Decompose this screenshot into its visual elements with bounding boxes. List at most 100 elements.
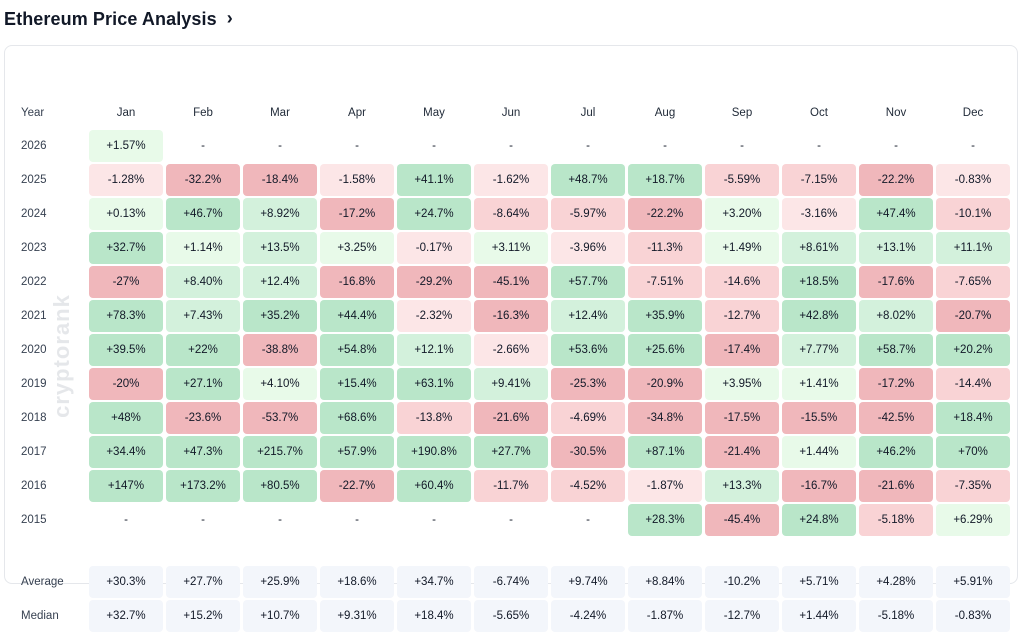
return-cell[interactable]: -1.62% (474, 164, 548, 196)
return-cell[interactable]: -1.58% (320, 164, 394, 196)
return-cell[interactable]: +13.5% (243, 232, 317, 264)
return-cell[interactable]: - (278, 514, 282, 526)
return-cell[interactable]: +3.11% (474, 232, 548, 264)
return-cell[interactable]: -30.5% (551, 436, 625, 468)
return-cell[interactable]: -4.69% (551, 402, 625, 434)
return-cell[interactable]: +11.1% (936, 232, 1010, 264)
return-cell[interactable]: -1.87% (628, 470, 702, 502)
return-cell[interactable]: -7.51% (628, 266, 702, 298)
return-cell[interactable]: +13.3% (705, 470, 779, 502)
return-cell[interactable]: -29.2% (397, 266, 471, 298)
return-cell[interactable]: +27.7% (474, 436, 548, 468)
return-cell[interactable]: +28.3% (628, 504, 702, 536)
return-cell[interactable]: -11.7% (474, 470, 548, 502)
return-cell[interactable]: -12.7% (705, 300, 779, 332)
return-cell[interactable]: +3.25% (320, 232, 394, 264)
return-cell[interactable]: +215.7% (243, 436, 317, 468)
return-cell[interactable]: +6.29% (936, 504, 1010, 536)
return-cell[interactable]: - (894, 140, 898, 152)
return-cell[interactable]: +57.9% (320, 436, 394, 468)
return-cell[interactable]: +47.3% (166, 436, 240, 468)
return-cell[interactable]: - (432, 140, 436, 152)
return-cell[interactable]: - (586, 514, 590, 526)
return-cell[interactable]: +41.1% (397, 164, 471, 196)
return-cell[interactable]: +24.8% (782, 504, 856, 536)
return-cell[interactable]: - (201, 514, 205, 526)
return-cell[interactable]: -0.17% (397, 232, 471, 264)
return-cell[interactable]: - (432, 514, 436, 526)
return-cell[interactable]: +12.1% (397, 334, 471, 366)
return-cell[interactable]: +24.7% (397, 198, 471, 230)
return-cell[interactable]: -17.6% (859, 266, 933, 298)
return-cell[interactable]: +34.4% (89, 436, 163, 468)
return-cell[interactable]: +8.02% (859, 300, 933, 332)
return-cell[interactable]: -25.3% (551, 368, 625, 400)
return-cell[interactable]: -5.59% (705, 164, 779, 196)
return-cell[interactable]: -20.7% (936, 300, 1010, 332)
return-cell[interactable]: +3.95% (705, 368, 779, 400)
return-cell[interactable]: -21.6% (859, 470, 933, 502)
return-cell[interactable]: +7.43% (166, 300, 240, 332)
return-cell[interactable]: -34.8% (628, 402, 702, 434)
return-cell[interactable]: +147% (89, 470, 163, 502)
return-cell[interactable]: +54.8% (320, 334, 394, 366)
return-cell[interactable]: +47.4% (859, 198, 933, 230)
return-cell[interactable]: -22.2% (859, 164, 933, 196)
return-cell[interactable]: -2.32% (397, 300, 471, 332)
page-header[interactable]: Ethereum Price Analysis › (4, 6, 233, 32)
return-cell[interactable]: +70% (936, 436, 1010, 468)
return-cell[interactable]: -10.1% (936, 198, 1010, 230)
return-cell[interactable]: +87.1% (628, 436, 702, 468)
return-cell[interactable]: - (124, 514, 128, 526)
return-cell[interactable]: +22% (166, 334, 240, 366)
return-cell[interactable]: -7.15% (782, 164, 856, 196)
return-cell[interactable]: -17.5% (705, 402, 779, 434)
return-cell[interactable]: -27% (89, 266, 163, 298)
return-cell[interactable]: +25.6% (628, 334, 702, 366)
return-cell[interactable]: -20.9% (628, 368, 702, 400)
return-cell[interactable]: +60.4% (397, 470, 471, 502)
return-cell[interactable]: +53.6% (551, 334, 625, 366)
return-cell[interactable]: -14.6% (705, 266, 779, 298)
return-cell[interactable]: +46.7% (166, 198, 240, 230)
return-cell[interactable]: - (278, 140, 282, 152)
return-cell[interactable]: +68.6% (320, 402, 394, 434)
return-cell[interactable]: +39.5% (89, 334, 163, 366)
return-cell[interactable]: +4.10% (243, 368, 317, 400)
return-cell[interactable]: +1.44% (782, 436, 856, 468)
return-cell[interactable]: +1.49% (705, 232, 779, 264)
return-cell[interactable]: -7.65% (936, 266, 1010, 298)
return-cell[interactable]: +0.13% (89, 198, 163, 230)
return-cell[interactable]: -38.8% (243, 334, 317, 366)
return-cell[interactable]: -2.66% (474, 334, 548, 366)
return-cell[interactable]: -14.4% (936, 368, 1010, 400)
return-cell[interactable]: -17.2% (859, 368, 933, 400)
return-cell[interactable]: +173.2% (166, 470, 240, 502)
return-cell[interactable]: +8.61% (782, 232, 856, 264)
chevron-right-icon[interactable]: › (226, 8, 233, 28)
return-cell[interactable]: +7.77% (782, 334, 856, 366)
page-title[interactable]: Ethereum Price Analysis (4, 8, 217, 29)
return-cell[interactable]: +190.8% (397, 436, 471, 468)
return-cell[interactable]: -20% (89, 368, 163, 400)
return-cell[interactable]: -18.4% (243, 164, 317, 196)
return-cell[interactable]: +20.2% (936, 334, 1010, 366)
return-cell[interactable]: -13.8% (397, 402, 471, 434)
return-cell[interactable]: -7.35% (936, 470, 1010, 502)
return-cell[interactable]: -17.2% (320, 198, 394, 230)
return-cell[interactable]: -21.6% (474, 402, 548, 434)
return-cell[interactable]: - (509, 514, 513, 526)
return-cell[interactable]: +44.4% (320, 300, 394, 332)
return-cell[interactable]: -0.83% (936, 164, 1010, 196)
return-cell[interactable]: +8.92% (243, 198, 317, 230)
return-cell[interactable]: +48% (89, 402, 163, 434)
return-cell[interactable]: -5.18% (859, 504, 933, 536)
return-cell[interactable]: - (355, 140, 359, 152)
return-cell[interactable]: +12.4% (551, 300, 625, 332)
return-cell[interactable]: +18.5% (782, 266, 856, 298)
return-cell[interactable]: -45.4% (705, 504, 779, 536)
return-cell[interactable]: - (817, 140, 821, 152)
return-cell[interactable]: -4.52% (551, 470, 625, 502)
return-cell[interactable]: +3.20% (705, 198, 779, 230)
return-cell[interactable]: -21.4% (705, 436, 779, 468)
